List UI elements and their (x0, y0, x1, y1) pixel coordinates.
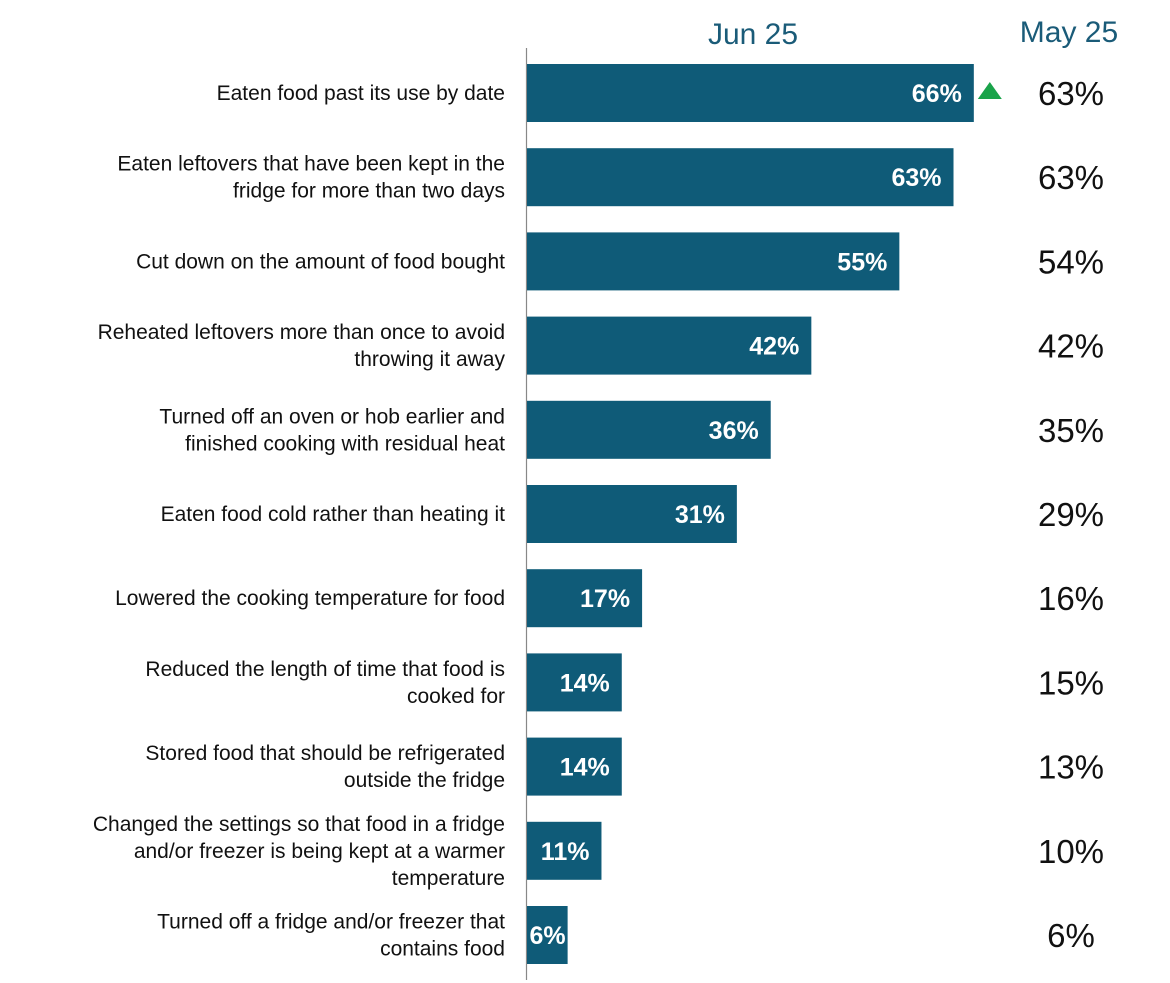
may-25-value-label: 63% (1038, 159, 1104, 196)
may-25-value-label: 54% (1038, 243, 1104, 280)
may-25-column-header: May 25 (1020, 16, 1118, 49)
category-label: Eaten food cold rather than heating it (161, 503, 506, 526)
category-label: Lowered the cooking temperature for food (115, 587, 505, 610)
category-label: Changed the settings so that food in a f… (93, 813, 505, 890)
category-label-line: Eaten food cold rather than heating it (161, 503, 506, 526)
bar-value-label: 66% (912, 80, 962, 108)
category-label: Turned off an oven or hob earlier and fin… (159, 405, 505, 455)
may-25-value-label: 42% (1038, 328, 1104, 365)
category-label-line: Reheated leftovers more than once to avo… (98, 321, 505, 344)
bar (527, 569, 643, 628)
may-25-value-label: 35% (1038, 412, 1104, 449)
may-25-value-label: 6% (1047, 917, 1095, 954)
may-25-value-label: 10% (1038, 833, 1104, 870)
may-25-value-label: 15% (1038, 664, 1104, 701)
category-label-line: contains food (380, 938, 505, 961)
category-label-line: Changed the settings so that food in a f… (93, 813, 505, 836)
category-label-line: outside the fridge (344, 769, 505, 792)
may-25-value-label: 29% (1038, 496, 1104, 533)
may-25-value-label: 63% (1038, 75, 1104, 112)
category-label-line: temperature (392, 867, 505, 890)
category-label-line: fridge for more than two days (233, 180, 505, 203)
category-label-line: and/or freezer is being kept at a warmer (134, 840, 505, 863)
category-label-line: Eaten food past its use by date (217, 82, 505, 105)
bar-value-label: 14% (560, 754, 610, 782)
bar (527, 148, 954, 207)
bar-value-label: 17% (580, 585, 630, 613)
category-label-line: Cut down on the amount of food bought (136, 250, 505, 273)
bar-value-label: 63% (891, 164, 941, 192)
bar-value-label: 55% (837, 248, 887, 276)
bar (527, 485, 737, 543)
category-label-line: Turned off a fridge and/or freezer that (157, 911, 505, 934)
category-label-line: Eaten leftovers that have been kept in t… (117, 153, 505, 176)
bar-value-label: 11% (541, 838, 590, 866)
category-label: Turned off a fridge and/or freezer that c… (157, 911, 505, 961)
bar-value-label: 31% (675, 501, 725, 529)
jun-25-column-header: Jun 25 (708, 18, 798, 51)
category-label: Eaten leftovers that have been kept in t… (117, 153, 505, 203)
category-label: Cut down on the amount of food bought (136, 250, 505, 273)
category-label: Eaten food past its use by date (217, 82, 505, 105)
bar-value-label: 42% (749, 333, 799, 361)
bar-value-label: 6% (529, 922, 565, 950)
bar (527, 316, 812, 375)
may-25-value-label: 16% (1038, 580, 1104, 617)
bar (527, 906, 568, 964)
chart-rows: Eaten food past its use by date 66% 63% Eat… (93, 64, 1104, 964)
increase-marker-icon (977, 82, 1002, 99)
may-25-value-label: 13% (1038, 749, 1104, 786)
bar (527, 737, 622, 796)
category-label-line: cooked for (407, 685, 505, 708)
bar-value-label: 36% (709, 417, 759, 445)
bar (527, 653, 622, 712)
bar (527, 232, 900, 291)
bar-value-label: 14% (560, 669, 610, 697)
category-label-line: finished cooking with residual heat (185, 432, 505, 455)
category-label-line: Stored food that should be refrigerated (145, 742, 505, 765)
category-label-line: Lowered the cooking temperature for food (115, 587, 505, 610)
category-label: Stored food that should be refrigerated o… (145, 742, 505, 792)
category-label: Reheated leftovers more than once to avo… (98, 321, 506, 371)
category-label-line: Turned off an oven or hob earlier and (159, 405, 505, 428)
bar (527, 821, 602, 880)
bar (527, 400, 771, 459)
bar (527, 64, 974, 122)
category-label-line: Reduced the length of time that food is (145, 658, 505, 681)
category-label-line: throwing it away (354, 348, 505, 371)
category-label: Reduced the length of time that food is c… (145, 658, 505, 708)
